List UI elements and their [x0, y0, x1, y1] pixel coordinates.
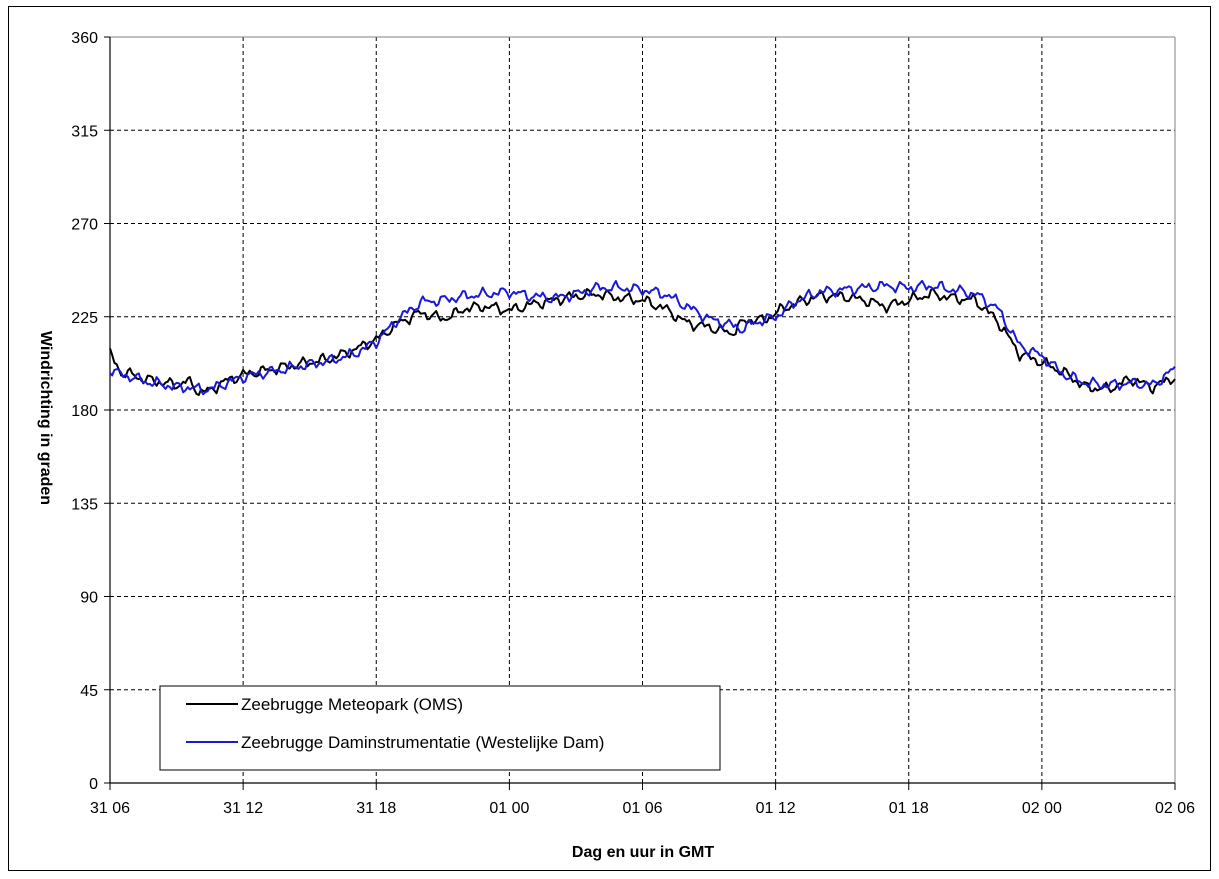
x-tick-label: 01 18 — [889, 800, 929, 817]
x-tick-label: 01 06 — [622, 800, 662, 817]
y-tick-label: 270 — [71, 217, 98, 234]
x-tick-label: 02 00 — [1022, 800, 1062, 817]
legend-label: Zeebrugge Meteopark (OMS) — [241, 695, 463, 714]
y-tick-label: 135 — [71, 496, 98, 513]
x-axis-title: Dag en uur in GMT — [572, 844, 714, 861]
series-line-2 — [109, 279, 1176, 396]
legend-box — [159, 685, 721, 771]
x-tick-label: 01 00 — [489, 800, 529, 817]
axes: 0 45 90 135 180 225 270 315 360 31 06 31 12 31 18 01… — [71, 30, 1195, 817]
y-tick-label: 315 — [71, 123, 98, 140]
y-tick-label: 225 — [71, 310, 98, 327]
y-tick-label: 90 — [80, 590, 98, 607]
series-lines — [109, 279, 1176, 396]
legend: Zeebrugge Meteopark (OMS) Zeebrugge Damin… — [159, 685, 721, 771]
x-tick-label: 31 12 — [223, 800, 263, 817]
y-axis-title: Windrichting in graden — [37, 331, 54, 505]
y-tick-label: 0 — [89, 776, 98, 793]
grid-lines — [110, 37, 1175, 783]
x-tick-label: 01 12 — [756, 800, 796, 817]
y-tick-label: 45 — [80, 683, 98, 700]
x-tick-label: 31 18 — [356, 800, 396, 817]
legend-label: Zeebrugge Daminstrumentatie (Westelijke … — [241, 733, 604, 752]
x-tick-label: 31 06 — [90, 800, 130, 817]
y-tick-label: 360 — [71, 30, 98, 47]
x-tick-label: 02 06 — [1155, 800, 1195, 817]
y-tick-label: 180 — [71, 403, 98, 420]
